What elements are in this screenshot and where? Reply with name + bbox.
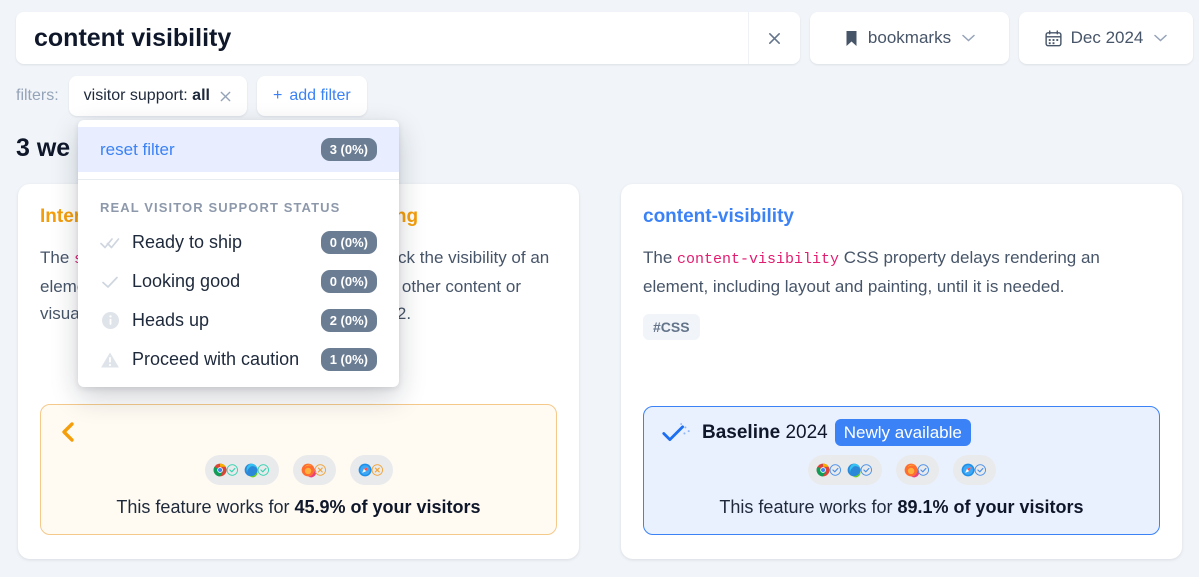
visitor-coverage-text: This feature works for 45.9% of your vis… [116,497,481,517]
browser-group-safari [349,455,393,485]
filters-label: filters: [16,87,59,104]
browser-group-chromium [204,455,279,485]
baseline-status-badge: Newly available [834,419,971,446]
baseline-check-icon [662,423,690,441]
top-bar: bookmarks Dec 2024 [16,12,1193,64]
dropdown-item-heads-up[interactable]: Heads up 2 (0%) [78,301,399,340]
filters-bar: filters: visitor support: all + add filt… [16,76,367,116]
dropdown-item-badge: 2 (0%) [320,309,377,332]
baseline-support-panel: Baseline 2024 Newly available [643,406,1160,535]
check-icon [100,272,120,292]
feature-card[interactable]: content-visibility The content-visibilit… [621,184,1182,559]
browser-group-safari [952,455,996,485]
tag-css[interactable]: #CSS [643,314,700,340]
warning-triangle-icon [100,350,120,370]
filter-chip-visitor-support[interactable]: visitor support: all [68,76,247,116]
plus-icon: + [272,87,283,104]
calendar-icon [1045,29,1062,46]
dropdown-section-title: REAL VISITOR SUPPORT STATUS [100,200,341,215]
visitor-support-panel: This feature works for 45.9% of your vis… [40,404,557,535]
baseline-header: Baseline 2024 Newly available [660,419,1143,446]
browser-safari-unsupported [358,459,385,481]
visitor-support-dropdown: reset filter 3 (0%) REAL VISITOR SUPPORT… [78,120,399,387]
bookmarks-label: bookmarks [867,28,952,47]
double-check-icon [100,233,120,253]
inline-code: content-visibility [677,251,840,268]
chevron-down-icon [962,34,975,42]
browser-support-list [57,455,540,485]
dropdown-item-badge: 0 (0%) [320,270,377,293]
dropdown-item-label: Proceed with caution [132,349,300,369]
search-input[interactable] [16,12,748,64]
dropdown-item-badge: 1 (0%) [320,348,377,371]
add-filter-label: add filter [289,87,351,104]
dropdown-item-ready-to-ship[interactable]: Ready to ship 0 (0%) [78,223,399,262]
browser-chrome-supported [816,459,843,481]
browser-firefox-unsupported [301,459,328,481]
browser-support-list [660,455,1143,485]
feature-description: The content-visibility CSS property dela… [643,248,1100,296]
visitor-coverage-text: This feature works for 89.1% of your vis… [719,497,1084,517]
baseline-title: Baseline 2024 Newly available [702,419,971,446]
feature-title[interactable]: content-visibility [643,206,794,227]
reset-filter-label: reset filter [100,139,175,159]
browser-edge-supported [847,459,874,481]
close-icon [769,32,780,44]
reset-filter-item[interactable]: reset filter 3 (0%) [78,127,399,172]
date-range-label: Dec 2024 [1070,28,1144,47]
divider [78,179,399,180]
tag-list: #CSS [643,314,1160,340]
dropdown-item-looking-good[interactable]: Looking good 0 (0%) [78,262,399,301]
bookmarks-button[interactable]: bookmarks [810,12,1009,64]
browser-chrome-supported [213,459,240,481]
dropdown-item-label: Looking good [132,271,241,291]
browser-edge-supported [244,459,271,481]
caution-chevron-icon [62,422,74,442]
filter-chip-text: visitor support: all [83,87,210,104]
clear-search-button[interactable] [748,12,800,64]
chevron-down-icon [1154,34,1168,42]
search-field-wrapper [16,12,800,64]
results-heading: 3 we [16,134,71,162]
browser-safari-supported [961,459,988,481]
info-circle-icon [100,311,120,331]
dropdown-item-proceed-with-caution[interactable]: Proceed with caution 1 (0%) [78,340,399,379]
browser-group-firefox [895,455,939,485]
browser-group-firefox [292,455,336,485]
date-range-button[interactable]: Dec 2024 [1019,12,1193,64]
dropdown-item-label: Ready to ship [132,232,243,252]
support-panel-header [57,419,540,445]
browser-group-chromium [807,455,882,485]
dropdown-item-label: Heads up [132,310,210,330]
bookmark-icon [846,30,857,46]
dropdown-item-badge: 0 (0%) [320,231,377,254]
browser-firefox-supported [904,459,931,481]
reset-filter-badge: 3 (0%) [320,138,377,161]
remove-filter-icon[interactable] [219,90,232,103]
add-filter-button[interactable]: + add filter [256,76,367,116]
